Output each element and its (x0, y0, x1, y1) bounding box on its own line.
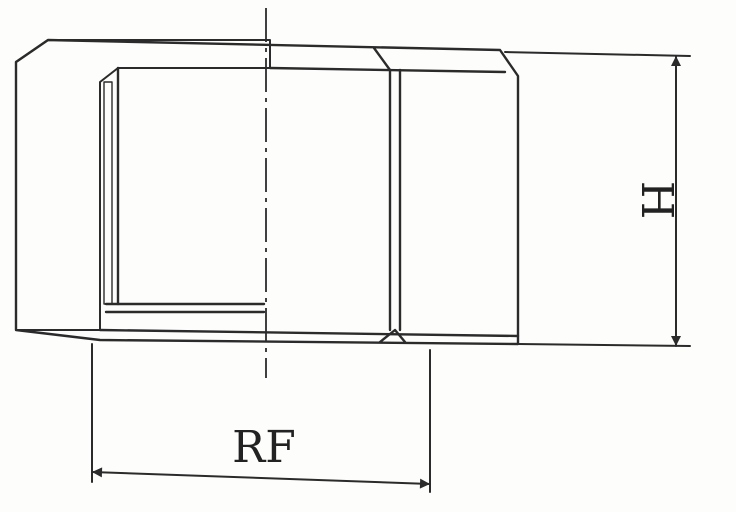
height-label: H (631, 181, 682, 219)
height-dimension (504, 51, 691, 347)
width-label: RF (232, 422, 296, 473)
hatched-section (15, 39, 271, 331)
width-dimension (91, 343, 431, 493)
part-outline (14, 38, 520, 346)
